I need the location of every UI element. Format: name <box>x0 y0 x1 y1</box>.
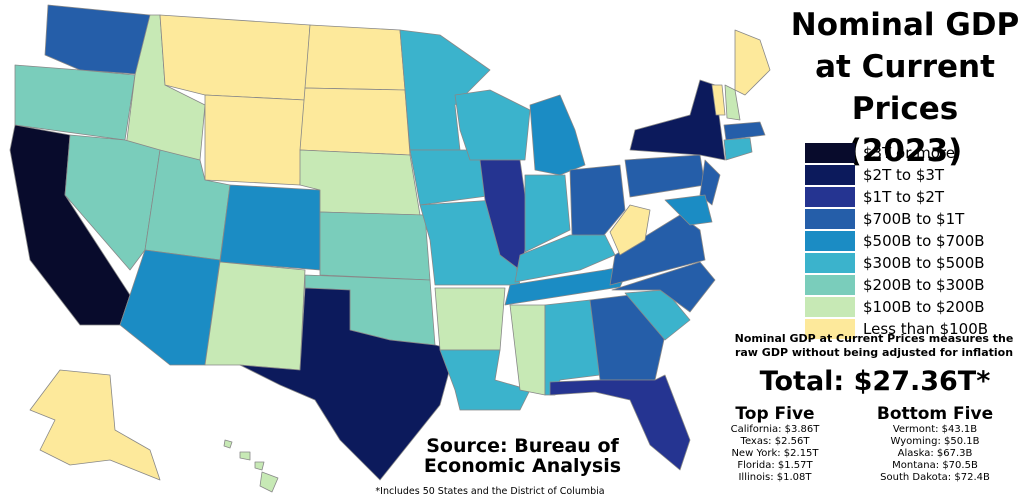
state <box>259 471 279 493</box>
state <box>434 287 506 351</box>
state <box>119 249 221 366</box>
legend: $3T or more $2T to $3T $1T to $2T $700B to … <box>805 142 988 340</box>
state <box>611 261 716 313</box>
state <box>609 204 651 256</box>
legend-label: $500B to $700B <box>863 232 985 250</box>
note: Nominal GDP at Current Prices measures t… <box>734 332 1014 359</box>
legend-label: $2T to $3T <box>863 166 945 184</box>
legend-label: $300B to $500B <box>863 254 985 272</box>
legend-label: Less than $100B <box>863 320 989 338</box>
list-item: Texas: $2.56T <box>740 436 810 447</box>
legend-label: $3T or more <box>863 144 955 162</box>
list-item: California: $3.86T <box>730 424 820 435</box>
state <box>664 194 713 226</box>
legend-label: $200B to $300B <box>863 276 985 294</box>
legend-item: $500B to $700B <box>805 230 988 252</box>
legend-swatch <box>805 275 855 295</box>
list-item: Illinois: $1.08T <box>738 472 812 483</box>
legend-swatch <box>805 297 855 317</box>
state <box>549 374 691 471</box>
state <box>204 94 306 186</box>
total: Total: $27.36T* <box>759 366 991 397</box>
state <box>609 214 706 286</box>
list-item: Vermont: $43.1B <box>892 424 978 435</box>
state <box>439 349 531 411</box>
state <box>624 289 691 341</box>
state <box>699 159 721 206</box>
legend-item: $200B to $300B <box>805 274 988 296</box>
legend-label: $700B to $1T <box>863 210 965 228</box>
footnote: *Includes 50 States and the District of … <box>375 486 605 497</box>
legend-item: $300B to $500B <box>805 252 988 274</box>
state <box>44 4 151 76</box>
state <box>204 261 306 371</box>
state <box>723 137 753 161</box>
list-item: South Dakota: $72.4B <box>880 472 990 483</box>
legend-swatch <box>805 319 855 339</box>
state <box>239 451 251 461</box>
list-item: New York: $2.15T <box>731 448 819 459</box>
legend-item: Less than $100B <box>805 318 988 340</box>
bottom-five: Bottom Five Vermont: $43.1B Wyoming: $50.… <box>860 404 1010 484</box>
state <box>529 94 586 176</box>
legend-swatch <box>805 209 855 229</box>
state <box>219 184 321 271</box>
state <box>29 369 161 481</box>
state <box>254 461 265 471</box>
state <box>319 211 431 281</box>
list-item: Montana: $70.5B <box>892 460 978 471</box>
state <box>454 89 531 161</box>
legend-swatch <box>805 143 855 163</box>
title: Nominal GDP at Current Prices (2023) <box>790 7 1020 169</box>
state <box>569 164 626 241</box>
top-five: Top Five California: $3.86T Texas: $2.56T… <box>710 404 840 484</box>
state <box>711 84 726 116</box>
legend-swatch <box>805 187 855 207</box>
legend-swatch <box>805 253 855 273</box>
heading: Bottom Five <box>876 404 994 424</box>
list-item: Florida: $1.57T <box>737 460 813 471</box>
state <box>509 304 546 396</box>
legend-item: $1T to $2T <box>805 186 988 208</box>
legend-item: $2T to $3T <box>805 164 988 186</box>
legend-swatch <box>805 165 855 185</box>
list: California: $3.86T Texas: $2.56T New York:… <box>710 424 840 484</box>
state <box>624 154 706 198</box>
legend-item: $700B to $1T <box>805 208 988 230</box>
state <box>723 121 766 141</box>
legend-label: $100B to $200B <box>863 298 985 316</box>
legend-item: $100B to $200B <box>805 296 988 318</box>
source: Source: Bureau of Economic Analysis <box>423 435 622 477</box>
state <box>239 287 456 481</box>
state <box>399 29 491 151</box>
state <box>734 29 771 96</box>
state <box>629 79 726 161</box>
state <box>304 24 406 91</box>
list-item: Alaska: $67.3B <box>897 448 973 459</box>
legend-label: $1T to $2T <box>863 188 945 206</box>
list-item: Wyoming: $50.1B <box>890 436 980 447</box>
state <box>724 84 741 121</box>
state <box>223 439 233 449</box>
state <box>159 14 311 101</box>
legend-swatch <box>805 231 855 251</box>
heading: Top Five <box>735 404 815 424</box>
list: Vermont: $43.1B Wyoming: $50.1B Alaska: $6… <box>860 424 1010 484</box>
state <box>14 64 136 141</box>
state <box>524 174 571 253</box>
legend-item: $3T or more <box>805 142 988 164</box>
state <box>299 87 411 156</box>
